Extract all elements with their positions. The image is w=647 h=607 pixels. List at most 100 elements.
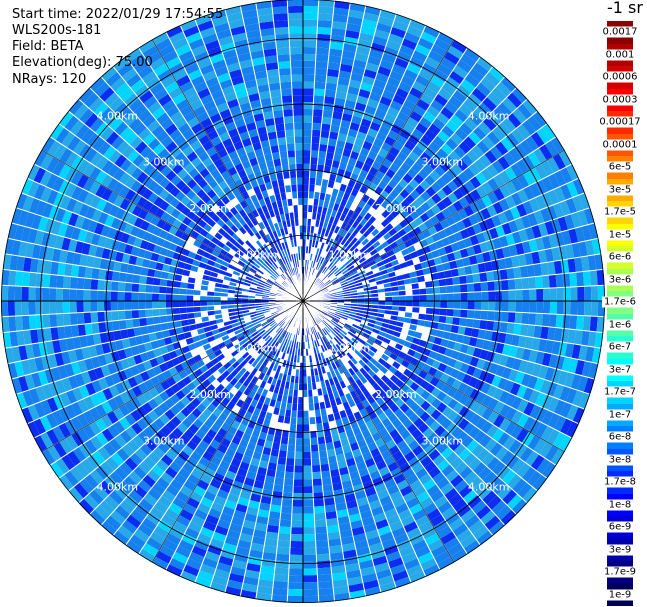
range-gate <box>113 394 125 408</box>
range-gate <box>474 301 482 311</box>
range-gate <box>284 263 290 271</box>
range-gate <box>565 163 579 181</box>
range-gate <box>333 411 342 421</box>
range-gate <box>264 260 271 268</box>
range-gate <box>489 442 503 457</box>
range-gate <box>544 339 554 354</box>
range-gate <box>464 514 481 529</box>
range-gate <box>372 453 385 465</box>
range-gate <box>427 158 439 170</box>
range-gate <box>83 493 100 510</box>
range-gate <box>254 70 268 80</box>
range-gate <box>216 518 231 530</box>
range-gate <box>517 398 529 414</box>
range-gate <box>222 244 231 253</box>
range-gate <box>37 370 49 386</box>
range-gate <box>265 160 275 169</box>
range-gate <box>70 416 84 432</box>
range-gate <box>89 509 106 526</box>
range-gate <box>265 368 273 377</box>
range-gate <box>522 486 538 504</box>
range-gate <box>389 352 399 361</box>
range-gate <box>96 390 108 404</box>
range-gate <box>272 484 284 493</box>
range-gate <box>422 478 437 491</box>
range-gate <box>33 434 48 452</box>
range-gate <box>510 424 523 440</box>
range-gate <box>423 502 438 515</box>
range-gate <box>411 462 425 474</box>
range-gate <box>344 370 352 379</box>
range-gate <box>571 343 581 360</box>
range-gate <box>452 316 460 326</box>
range-gate <box>322 276 329 283</box>
range-gate <box>367 150 378 161</box>
range-gate <box>121 144 135 159</box>
range-gate <box>88 97 105 113</box>
range-gate <box>328 238 335 246</box>
range-gate <box>209 112 223 124</box>
range-gate <box>358 338 367 346</box>
range-gate <box>172 496 187 510</box>
range-gate <box>293 382 299 391</box>
range-gate <box>354 278 362 285</box>
range-gate <box>447 192 459 204</box>
range-gate <box>215 199 226 210</box>
range-gate <box>272 407 281 416</box>
range-gate <box>481 181 494 195</box>
range-gate <box>515 346 525 360</box>
range-gate <box>319 242 326 250</box>
range-gate <box>303 115 313 123</box>
range-gate <box>327 333 334 340</box>
range-gate <box>283 241 289 249</box>
range-gate <box>288 430 297 439</box>
range-gate <box>352 166 362 176</box>
range-gate <box>372 240 381 249</box>
range-gate <box>155 261 164 272</box>
range-gate <box>368 499 382 510</box>
range-gate <box>384 507 398 519</box>
range-gate <box>229 377 239 387</box>
range-gate <box>164 181 176 194</box>
range-gate <box>450 349 460 361</box>
range-gate <box>265 360 272 369</box>
range-gate <box>337 252 345 261</box>
range-gate <box>275 252 282 260</box>
range-gate <box>511 410 524 425</box>
range-gate <box>415 74 430 88</box>
range-gate <box>217 443 229 454</box>
range-gate <box>339 380 347 389</box>
range-gate <box>372 137 385 149</box>
range-gate <box>359 445 370 455</box>
range-gate <box>211 344 220 353</box>
range-gate <box>381 383 391 393</box>
range-gate <box>119 158 133 172</box>
range-gate <box>295 438 303 446</box>
range-gate <box>276 546 291 555</box>
range-gate <box>244 513 258 523</box>
range-gate <box>342 148 352 158</box>
range-gate <box>245 334 254 342</box>
range-gate <box>521 431 535 447</box>
range-gate <box>227 464 240 475</box>
range-gate <box>110 301 118 312</box>
range-gate <box>386 249 395 258</box>
range-gate <box>386 344 395 353</box>
range-gate <box>468 162 481 176</box>
range-gate <box>363 212 373 221</box>
range-gate <box>116 140 130 155</box>
range-gate <box>156 459 170 472</box>
range-gate <box>66 450 81 467</box>
range-gate <box>321 320 328 327</box>
range-gate <box>522 416 536 432</box>
range-gate <box>168 350 178 360</box>
range-gate <box>480 310 489 321</box>
range-gate <box>453 301 461 310</box>
range-gate <box>558 150 573 168</box>
range-gate <box>165 286 174 295</box>
range-gate <box>454 479 469 494</box>
range-gate <box>261 227 269 236</box>
range-gate <box>35 385 47 402</box>
range-gate <box>450 426 464 439</box>
range-gate <box>286 346 291 355</box>
